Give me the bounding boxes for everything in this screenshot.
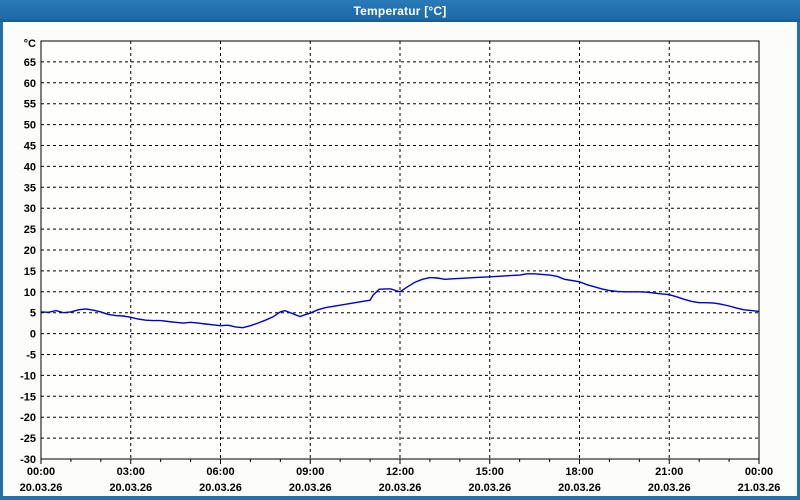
- y-tick-label: 50: [24, 120, 36, 132]
- temperature-line: [40, 273, 760, 329]
- x-tick-date-label: 20.03.26: [648, 482, 691, 494]
- x-tick-time-label: 18:00: [565, 466, 593, 478]
- y-tick-label: 30: [24, 203, 36, 215]
- x-tick-time-label: 15:00: [476, 466, 504, 478]
- x-tick-date-label: 20.03.26: [468, 482, 511, 494]
- y-tick-label: 20: [24, 245, 36, 257]
- y-tick-label: -30: [20, 454, 36, 466]
- y-tick-label: 10: [24, 287, 36, 299]
- y-tick-label: 5: [30, 308, 36, 320]
- x-tick-date-label: 20.03.26: [199, 482, 242, 494]
- y-tick-label: 35: [24, 182, 36, 194]
- x-tick-time-label: 00:00: [27, 466, 55, 478]
- window-title: Temperatur [°C]: [353, 4, 447, 18]
- chart-content-area: °C 65 60 55 50 45 40 35 30 25 20 15 10 5 0 -5 -10 -15 -20-…: [3, 22, 797, 496]
- x-tick-date-label: 21.03.26: [738, 482, 781, 494]
- x-tick-time-label: 12:00: [386, 466, 414, 478]
- x-tick-time-label: 00:00: [745, 466, 773, 478]
- y-tick-label: 60: [24, 78, 36, 90]
- y-tick-label: 15: [24, 266, 36, 278]
- y-tick-label: 55: [24, 99, 36, 111]
- y-tick-label: -25: [20, 433, 36, 445]
- x-tick-time-label: 21:00: [655, 466, 683, 478]
- y-axis-unit-label: °C: [24, 38, 36, 50]
- y-tick-label: 45: [24, 141, 36, 153]
- y-tick-label: -5: [26, 350, 36, 362]
- x-tick-date-label: 20.03.26: [558, 482, 601, 494]
- y-tick-label: 65: [24, 57, 36, 69]
- y-tick-label: -10: [20, 370, 36, 382]
- x-tick-date-label: 20.03.26: [289, 482, 332, 494]
- y-tick-label: 0: [30, 329, 36, 341]
- x-tick-time-label: 06:00: [206, 466, 234, 478]
- x-tick-date-label: 20.03.26: [20, 482, 63, 494]
- y-tick-label: -15: [20, 391, 36, 403]
- y-tick-label: -20: [20, 412, 36, 424]
- y-tick-label: 40: [24, 161, 36, 173]
- x-tick-time-label: 03:00: [117, 466, 145, 478]
- x-tick-date-label: 20.03.26: [379, 482, 422, 494]
- window-titlebar[interactable]: Temperatur [°C]: [0, 0, 800, 22]
- x-tick-date-label: 20.03.26: [109, 482, 152, 494]
- x-tick-time-label: 09:00: [296, 466, 324, 478]
- y-tick-label: 25: [24, 224, 36, 236]
